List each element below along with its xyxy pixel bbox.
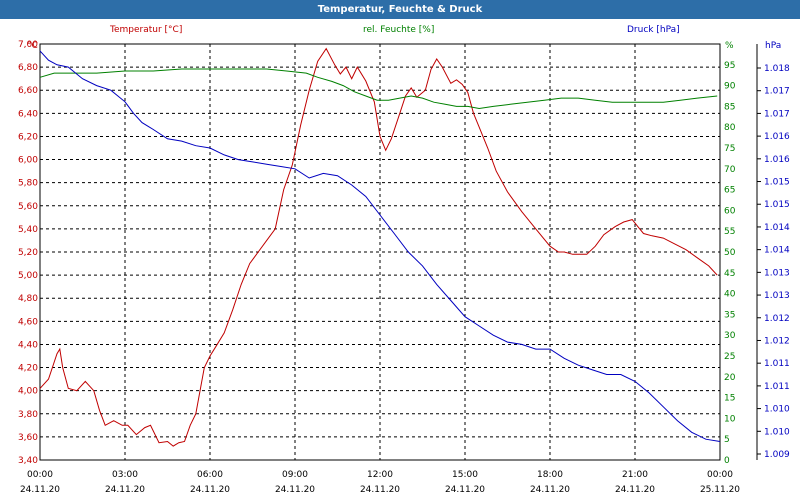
pressure-tick-label: 1.016 bbox=[764, 155, 790, 165]
series-lines bbox=[39, 47, 721, 447]
humidity-tick-label: 70 bbox=[724, 165, 736, 175]
humidity-tick-label: 15 bbox=[724, 394, 735, 404]
humidity-tick-label: 90 bbox=[724, 82, 736, 92]
temperature-tick-label: 5,40 bbox=[18, 225, 38, 235]
x-tick-date: 24.11.20 bbox=[615, 485, 655, 495]
x-tick-time: 12:00 bbox=[367, 470, 393, 480]
humidity-tick-label: 45 bbox=[724, 269, 735, 279]
pressure-tick-label: 1.013 bbox=[764, 291, 790, 301]
humidity-tick-label: 40 bbox=[724, 290, 736, 300]
x-tick-time: 03:00 bbox=[112, 470, 138, 480]
x-tick-time: 00:00 bbox=[707, 470, 733, 480]
temperature-tick-label: 3,80 bbox=[18, 410, 38, 420]
humidity-tick-label: 50 bbox=[724, 248, 736, 258]
temperature-tick-label: 4,60 bbox=[18, 317, 38, 327]
temperature-tick-label: 7,00 bbox=[18, 40, 38, 50]
x-tick-date: 24.11.20 bbox=[190, 485, 230, 495]
temperature-tick-label: 5,00 bbox=[18, 271, 38, 281]
x-tick-date: 24.11.20 bbox=[360, 485, 400, 495]
pressure-unit-label: hPa bbox=[765, 41, 781, 51]
tick-labels: 00:00 24.11.20 03:00 24.11.20 06:00 24.11.20 0… bbox=[18, 40, 790, 495]
temperature-tick-label: 5,60 bbox=[18, 202, 38, 212]
humidity-unit-label: % bbox=[725, 41, 734, 51]
pressure-tick-label: 1.016 bbox=[764, 132, 790, 142]
temperature-tick-label: 3,60 bbox=[18, 433, 38, 443]
temperature-tick-label: 6,60 bbox=[18, 86, 38, 96]
x-tick-time: 21:00 bbox=[622, 470, 648, 480]
temperature-tick-label: 6,80 bbox=[18, 63, 38, 73]
plot-frame bbox=[39, 43, 721, 461]
x-tick-date: 24.11.20 bbox=[445, 485, 485, 495]
temperature-tick-label: 5,20 bbox=[18, 248, 38, 258]
pressure-tick-label: 1.015 bbox=[764, 200, 790, 210]
pressure-tick-label: 1.015 bbox=[764, 178, 790, 188]
temperature-tick-label: 4,00 bbox=[18, 387, 38, 397]
humidity-tick-label: 95 bbox=[724, 61, 735, 71]
axes bbox=[39, 43, 761, 461]
pressure-tick-label: 1.014 bbox=[764, 223, 790, 233]
x-tick-date: 24.11.20 bbox=[530, 485, 570, 495]
x-tick-date: 24.11.20 bbox=[105, 485, 145, 495]
humidity-tick-label: 30 bbox=[724, 331, 736, 341]
temperature-tick-label: 5,80 bbox=[18, 179, 38, 189]
humidity-tick-label: 35 bbox=[724, 310, 735, 320]
humidity-tick-label: 60 bbox=[724, 206, 736, 216]
temperature-tick-label: 4,20 bbox=[18, 364, 38, 374]
pressure-series-line bbox=[39, 50, 721, 442]
humidity-axis-title: rel. Feuchte [%] bbox=[363, 25, 435, 35]
humidity-tick-label: 25 bbox=[724, 352, 735, 362]
pressure-tick-label: 1.017 bbox=[764, 109, 790, 119]
x-tick-time: 15:00 bbox=[452, 470, 478, 480]
x-tick-time: 18:00 bbox=[537, 470, 563, 480]
temperature-unit-label: °C bbox=[27, 41, 38, 51]
x-tick-date: 24.11.20 bbox=[20, 485, 60, 495]
x-tick-time: 09:00 bbox=[282, 470, 308, 480]
humidity-tick-label: 65 bbox=[724, 186, 735, 196]
temperature-tick-label: 6,20 bbox=[18, 132, 38, 142]
chart-title: Temperatur, Feuchte & Druck bbox=[0, 0, 800, 19]
humidity-series-line bbox=[39, 68, 718, 110]
pressure-tick-label: 1.009 bbox=[764, 450, 790, 460]
x-tick-time: 06:00 bbox=[197, 470, 223, 480]
pressure-tick-label: 1.010 bbox=[764, 427, 790, 437]
pressure-tick-label: 1.010 bbox=[764, 405, 790, 415]
temperature-tick-label: 3,40 bbox=[18, 456, 38, 466]
pressure-tick-label: 1.017 bbox=[764, 87, 790, 97]
pressure-tick-label: 1.011 bbox=[764, 382, 790, 392]
pressure-tick-label: 1.013 bbox=[764, 268, 790, 278]
pressure-axis-title: Druck [hPa] bbox=[627, 25, 680, 35]
temperature-tick-label: 4,80 bbox=[18, 294, 38, 304]
humidity-tick-label: 55 bbox=[724, 227, 735, 237]
x-tick-time: 00:00 bbox=[27, 470, 53, 480]
temperature-series-line bbox=[39, 47, 718, 447]
x-tick-date: 25.11.20 bbox=[700, 485, 740, 495]
pressure-tick-label: 1.012 bbox=[764, 314, 790, 324]
pressure-tick-label: 1.011 bbox=[764, 359, 790, 369]
pressure-tick-label: 1.012 bbox=[764, 336, 790, 346]
pressure-tick-label: 1.018 bbox=[764, 64, 790, 74]
x-tick-date: 24.11.20 bbox=[275, 485, 315, 495]
humidity-tick-label: 20 bbox=[724, 373, 736, 383]
temperature-tick-label: 6,40 bbox=[18, 109, 38, 119]
pressure-tick-label: 1.014 bbox=[764, 246, 790, 256]
humidity-tick-label: 85 bbox=[724, 102, 735, 112]
humidity-tick-label: 5 bbox=[724, 435, 730, 445]
humidity-tick-label: 75 bbox=[724, 144, 735, 154]
humidity-tick-label: 0 bbox=[724, 456, 730, 466]
temperature-tick-label: 4,40 bbox=[18, 340, 38, 350]
grid bbox=[40, 44, 720, 460]
temperature-axis-title: Temperatur [°C] bbox=[110, 25, 183, 35]
temperature-tick-label: 6,00 bbox=[18, 156, 38, 166]
humidity-tick-label: 10 bbox=[724, 414, 736, 424]
humidity-tick-label: 80 bbox=[724, 123, 736, 133]
